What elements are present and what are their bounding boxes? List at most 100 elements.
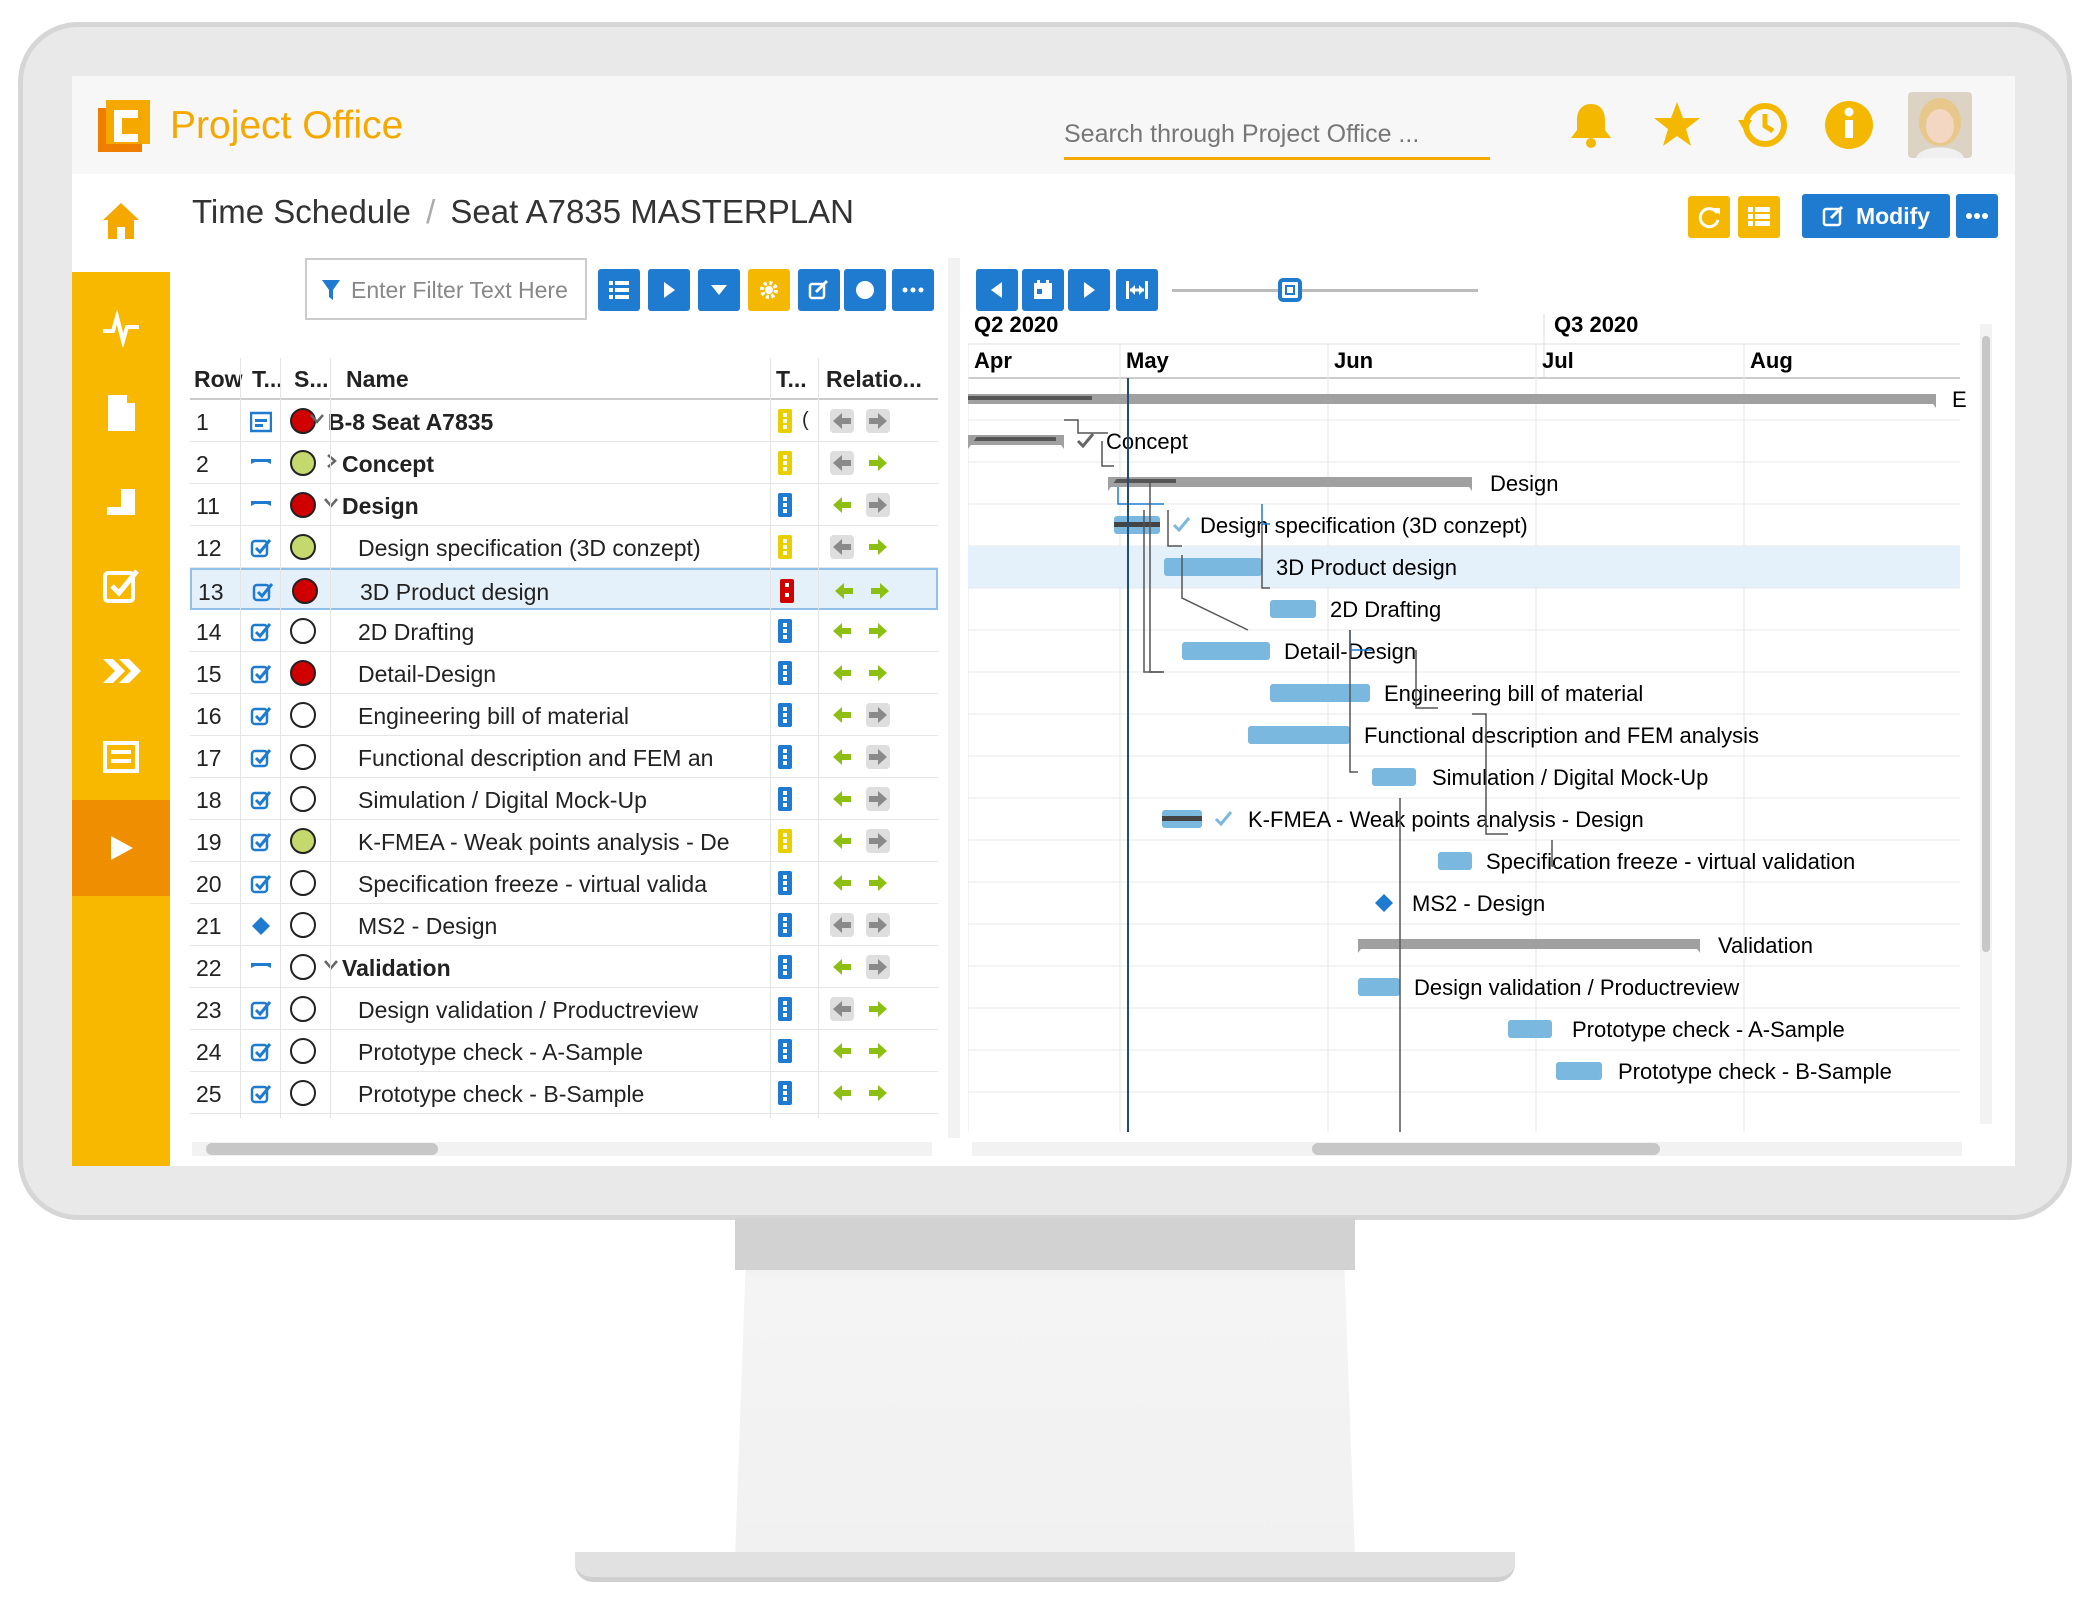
status-indicator[interactable]	[290, 1080, 316, 1106]
app-logo-icon[interactable]	[98, 100, 150, 152]
breadcrumb-section[interactable]: Time Schedule	[192, 193, 411, 230]
task-name[interactable]: Design validation / Productreview	[358, 997, 699, 1023]
predecessor-arrow-icon[interactable]	[830, 913, 854, 937]
edit-task-button[interactable]	[798, 269, 840, 311]
predecessor-arrow-icon[interactable]	[830, 661, 854, 685]
successor-arrow-icon[interactable]	[866, 745, 890, 769]
successor-arrow-icon[interactable]	[866, 703, 890, 727]
gantt-bar-label[interactable]: E	[1952, 387, 1967, 412]
filter-input[interactable]: Enter Filter Text Here	[305, 258, 587, 320]
predecessor-arrow-icon[interactable]	[832, 579, 856, 603]
summary-bar[interactable]	[1358, 939, 1700, 949]
successor-arrow-icon[interactable]	[866, 829, 890, 853]
status-indicator[interactable]	[290, 912, 316, 938]
gantt-today-button[interactable]	[1022, 269, 1064, 311]
task-name[interactable]: 3D Product design	[360, 579, 550, 605]
pane-splitter[interactable]	[948, 258, 960, 1138]
gantt-bar-label[interactable]: Design	[1490, 471, 1558, 496]
status-indicator[interactable]	[290, 786, 316, 812]
table-row[interactable]: 13 3D Product design	[190, 568, 938, 610]
task-name[interactable]: Engineering bill of material	[358, 703, 630, 729]
predecessor-arrow-icon[interactable]	[830, 955, 854, 979]
table-row[interactable]: 15 Detail-Design	[190, 652, 938, 694]
bell-icon[interactable]	[1564, 98, 1618, 152]
task-name[interactable]: B-8 Seat A7835	[328, 409, 494, 435]
predecessor-arrow-icon[interactable]	[830, 619, 854, 643]
table-row[interactable]: 2 Concept	[190, 442, 938, 484]
sidebar-item-activity[interactable]	[72, 284, 170, 370]
successor-arrow-icon[interactable]	[866, 661, 890, 685]
task-bar[interactable]	[1270, 600, 1316, 618]
table-row[interactable]: 24 Prototype check - A-Sample	[190, 1030, 938, 1072]
col-name[interactable]: Name	[346, 366, 409, 392]
project-progress-bar[interactable]	[968, 396, 1092, 400]
sidebar-item-schedule[interactable]	[72, 714, 170, 800]
sidebar-item-phases[interactable]	[72, 628, 170, 714]
successor-arrow-icon[interactable]	[866, 997, 890, 1021]
status-button[interactable]	[844, 269, 886, 311]
status-indicator[interactable]	[290, 744, 316, 770]
list-toggle-button[interactable]	[598, 269, 640, 311]
milestone-marker[interactable]	[1375, 894, 1393, 912]
gantt-fit-button[interactable]	[1116, 269, 1158, 311]
gantt-bar-label[interactable]: Design specification (3D conzept)	[1200, 513, 1528, 538]
predecessor-arrow-icon[interactable]	[830, 1081, 854, 1105]
sidebar-item-home[interactable]	[72, 174, 170, 272]
task-bar[interactable]	[1248, 726, 1350, 744]
gantt-scrollbar-thumb[interactable]	[1312, 1143, 1660, 1155]
status-indicator[interactable]	[290, 954, 316, 980]
predecessor-arrow-icon[interactable]	[830, 703, 854, 727]
gantt-bar-label[interactable]: MS2 - Design	[1412, 891, 1545, 916]
task-name[interactable]: Functional description and FEM an	[358, 745, 714, 771]
status-indicator[interactable]	[290, 618, 316, 644]
task-progress-bar[interactable]	[1114, 522, 1160, 527]
gantt-bar-label[interactable]: Simulation / Digital Mock-Up	[1432, 765, 1708, 790]
table-row[interactable]: 19 K-FMEA - Weak points analysis - De	[190, 820, 938, 862]
table-row[interactable]: 16 Engineering bill of material	[190, 694, 938, 736]
chevron-down-icon[interactable]	[322, 494, 340, 512]
project-bar[interactable]	[968, 394, 1936, 404]
task-bar[interactable]	[1270, 684, 1370, 702]
table-row[interactable]: 18 Simulation / Digital Mock-Up	[190, 778, 938, 820]
summary-bar-start[interactable]	[968, 435, 978, 449]
status-indicator[interactable]	[290, 828, 316, 854]
gantt-bar-label[interactable]: 2D Drafting	[1330, 597, 1441, 622]
sidebar-item-tasks[interactable]	[72, 542, 170, 628]
successor-arrow-icon[interactable]	[866, 871, 890, 895]
successor-arrow-icon[interactable]	[866, 787, 890, 811]
gantt-bar-label[interactable]: K-FMEA - Weak points analysis - Design	[1248, 807, 1644, 832]
status-indicator[interactable]	[290, 996, 316, 1022]
task-bar[interactable]	[1358, 978, 1400, 996]
table-scrollbar[interactable]	[192, 1142, 932, 1156]
status-indicator[interactable]	[290, 870, 316, 896]
modify-button[interactable]: Modify	[1802, 194, 1950, 238]
task-name[interactable]: Design specification (3D conzept)	[358, 535, 701, 561]
successor-arrow-icon[interactable]	[866, 1039, 890, 1063]
col-status[interactable]: S...	[294, 366, 329, 392]
chevron-right-icon[interactable]	[322, 452, 340, 470]
refresh-button[interactable]	[1688, 196, 1730, 238]
gantt-scrollbar[interactable]	[972, 1142, 1962, 1156]
chevron-down-icon[interactable]	[308, 410, 326, 428]
col-type[interactable]: T...	[252, 366, 283, 392]
summary-progress-bar[interactable]	[1112, 479, 1176, 483]
table-row[interactable]: 25 Prototype check - B-Sample	[190, 1072, 938, 1114]
gantt-prev-button[interactable]	[976, 269, 1018, 311]
status-indicator[interactable]	[290, 534, 316, 560]
predecessor-arrow-icon[interactable]	[830, 997, 854, 1021]
table-row[interactable]: 11 Design	[190, 484, 938, 526]
sidebar-item-play[interactable]	[72, 800, 170, 896]
task-bar[interactable]	[1556, 1062, 1602, 1080]
star-icon[interactable]	[1650, 98, 1704, 152]
task-name[interactable]: Simulation / Digital Mock-Up	[358, 787, 647, 813]
task-name[interactable]: Specification freeze - virtual valida	[358, 871, 707, 897]
gantt-bar-label[interactable]: Functional description and FEM analysis	[1364, 723, 1759, 748]
status-indicator[interactable]	[292, 578, 318, 604]
summary-bar-end[interactable]	[1926, 394, 1936, 408]
table-row[interactable]: 21 MS2 - Design	[190, 904, 938, 946]
summary-bar-end[interactable]	[1054, 435, 1064, 449]
app-name[interactable]: Project Office	[170, 104, 404, 147]
table-scrollbar-thumb[interactable]	[206, 1143, 438, 1155]
status-indicator[interactable]	[290, 660, 316, 686]
predecessor-arrow-icon[interactable]	[830, 871, 854, 895]
